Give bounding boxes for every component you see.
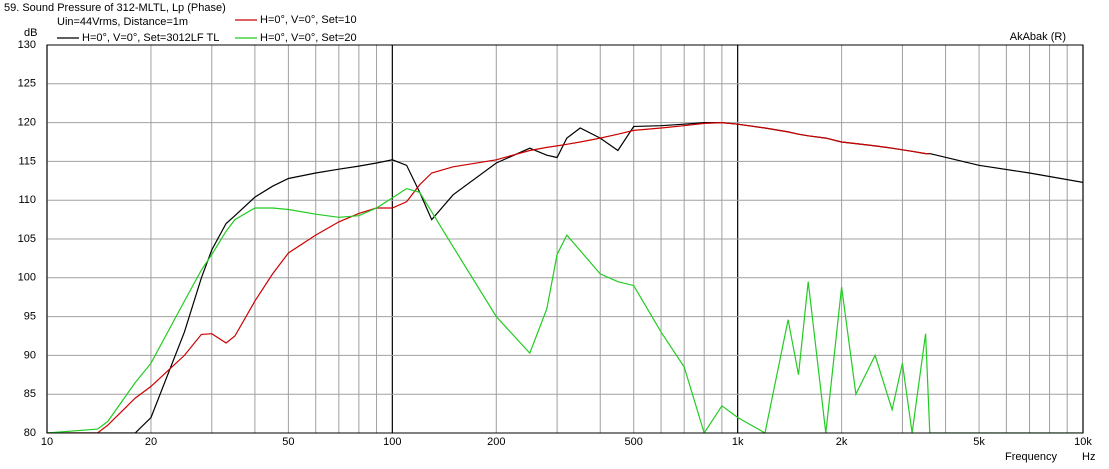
x-unit-label: Hz: [1082, 451, 1095, 463]
plot-lines: [47, 121, 1083, 433]
annotation: AkAbak (R): [1010, 31, 1066, 43]
x-tick-label: 10k: [1074, 436, 1092, 448]
x-tick-label: 10: [41, 436, 53, 448]
y-axis-label: dB: [24, 27, 37, 39]
y-tick-label: 120: [18, 117, 36, 129]
x-axis-label: Frequency: [1005, 451, 1057, 463]
series-line: [47, 187, 1083, 433]
y-tick-label: 105: [18, 233, 36, 245]
y-tick-label: 100: [18, 272, 36, 284]
x-tick-label: 100: [383, 436, 401, 448]
y-tick-label: 95: [24, 311, 36, 323]
y-tick-label: 80: [24, 427, 36, 439]
legend-label: H=0°, V=0°, Set=10: [260, 14, 357, 26]
x-tick-label: 500: [625, 436, 643, 448]
plot-frame: [46, 44, 1084, 434]
legend-label: H=0°, V=0°, Set=3012LF TL: [82, 32, 219, 44]
subtitle: Uin=44Vrms, Distance=1m: [57, 16, 188, 28]
x-tick-label: 2k: [836, 436, 848, 448]
y-tick-label: 115: [18, 155, 36, 167]
series-line: [47, 121, 930, 433]
x-tick-label: 200: [487, 436, 505, 448]
y-tick-label: 110: [18, 194, 36, 206]
x-tick-label: 1k: [732, 436, 744, 448]
y-tick-label: 125: [18, 78, 36, 90]
legend-label: H=0°, V=0°, Set=20: [260, 32, 357, 44]
y-tick-label: 85: [24, 388, 36, 400]
x-tick-label: 5k: [973, 436, 985, 448]
y-tick-label: 90: [24, 349, 36, 361]
y-tick-label: 130: [18, 39, 36, 51]
chart-title: 59. Sound Pressure of 312-MLTL, Lp (Phas…: [4, 2, 226, 14]
x-tick-label: 20: [145, 436, 157, 448]
x-tick-label: 50: [282, 436, 294, 448]
